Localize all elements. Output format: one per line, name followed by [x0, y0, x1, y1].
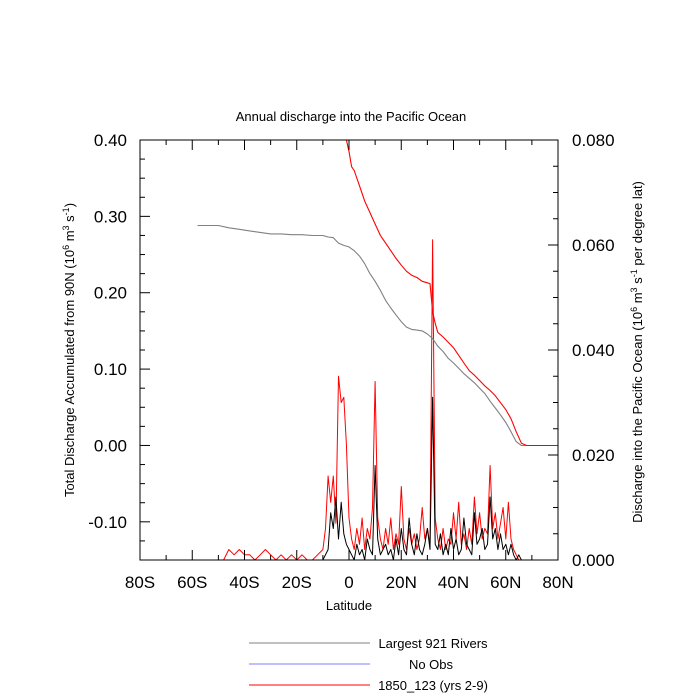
x-tick-label: 40S [229, 573, 259, 592]
y-right-tick-label: 0.000 [572, 551, 615, 570]
x-axis-title: Latitude [326, 598, 372, 613]
x-tick-label: 60N [490, 573, 521, 592]
y-axis-right: 0.080 0.060 0.040 0.020 0.000 [548, 131, 615, 570]
y-axis-left: 0.40 0.30 0.20 0.10 0.00 -0.10 [88, 131, 150, 561]
x-tick-label: 60S [177, 573, 207, 592]
y-right-tick-label: 0.060 [572, 236, 615, 255]
y-left-tick-label: 0.20 [94, 284, 127, 303]
plot-area [139, 139, 559, 561]
series-layer [140, 140, 558, 560]
series-line-accumulated-obs [197, 224, 558, 447]
legend-label: 1850_123 (yrs 2-9) [378, 678, 488, 693]
y-left-tick-label: 0.00 [94, 436, 127, 455]
y-left-tick-label: 0.10 [94, 360, 127, 379]
x-tick-label: 80S [125, 573, 155, 592]
x-tick-label: 40N [438, 573, 469, 592]
y-axis-right-title: Discharge into the Pacific Ocean (106 m3… [629, 181, 645, 523]
x-tick-label: 0 [344, 573, 353, 592]
series-line-accumulated-model [345, 140, 558, 447]
x-tick-label: 20S [282, 573, 312, 592]
y-right-tick-label: 0.080 [572, 131, 615, 150]
series-line-per-degree-model [140, 239, 558, 560]
series-line-per-degree-obs [140, 396, 558, 560]
legend-label: No Obs [409, 657, 454, 672]
plot-frame [139, 139, 559, 561]
y-right-tick-label: 0.020 [572, 446, 615, 465]
legend: Largest 921 Rivers No Obs 1850_123 (yrs 2-… [249, 636, 488, 693]
y-left-tick-label: 0.30 [94, 207, 127, 226]
y-right-tick-label: 0.040 [572, 341, 615, 360]
chart-title: Annual discharge into the Pacific Ocean [236, 109, 467, 124]
x-tick-label: 20N [386, 573, 417, 592]
y-left-tick-label: 0.40 [94, 131, 127, 150]
x-axis: 80S 60S 40S 20S 0 20N 40N 60N 80N [125, 140, 574, 592]
y-axis-left-title: Total Discharge Accumulated from 90N (10… [61, 203, 77, 497]
x-tick-label: 80N [542, 573, 573, 592]
legend-label: Largest 921 Rivers [378, 636, 488, 651]
y-left-tick-label: -0.10 [88, 513, 127, 532]
